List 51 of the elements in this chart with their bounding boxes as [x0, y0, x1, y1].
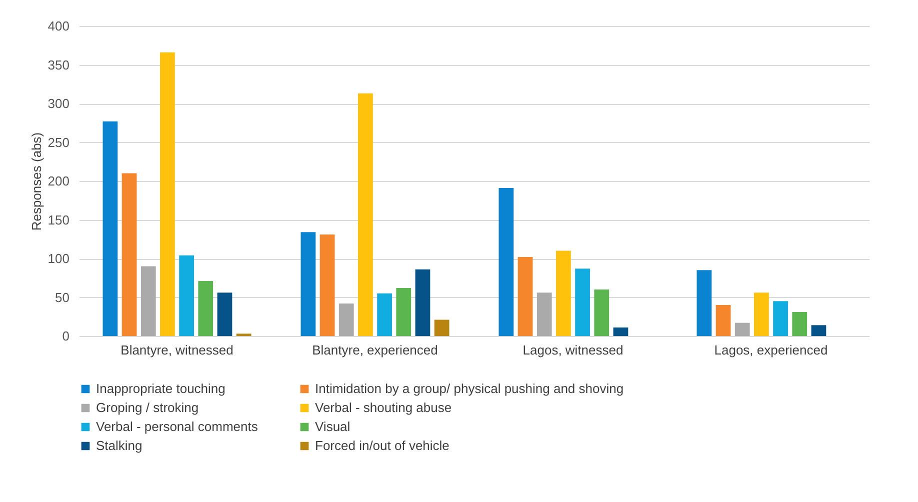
bar [102, 121, 118, 336]
bar [122, 173, 137, 336]
y-tick-label: 0 [62, 328, 70, 344]
y-tick-label: 50 [55, 290, 70, 305]
y-axis-title: Responses (abs) [28, 132, 44, 231]
bar [773, 301, 788, 336]
y-tick-label: 100 [48, 251, 70, 266]
bar [320, 234, 335, 336]
x-tick-label: Lagos, witnessed [522, 342, 624, 358]
y-tick-label: 150 [48, 212, 70, 228]
bar [811, 325, 826, 336]
bar [536, 292, 552, 336]
bar [556, 250, 571, 336]
y-tick-label: 250 [48, 134, 70, 150]
y-tick-label: 300 [48, 96, 70, 111]
legend-label: Verbal - personal comments [96, 419, 258, 434]
bar [734, 322, 750, 336]
bar [396, 288, 412, 336]
bar [179, 255, 194, 336]
bar [696, 270, 712, 336]
x-tick-label: Lagos, experienced [714, 342, 828, 358]
bar [377, 293, 392, 336]
bar [140, 266, 156, 336]
legend-label: Intimidation by a group/ physical pushing and shoving [315, 381, 624, 396]
bar [434, 320, 450, 336]
bar [613, 327, 628, 336]
bar [575, 268, 590, 336]
bar [198, 280, 214, 336]
bar [338, 303, 354, 336]
bar [415, 269, 430, 336]
bar [594, 290, 610, 336]
legend-label: Forced in/out of vehicle [315, 438, 450, 453]
bar [792, 312, 808, 336]
x-tick-label: Blantyre, experienced [312, 342, 438, 358]
bar [358, 93, 373, 336]
y-tick-label: 350 [48, 57, 70, 72]
legend-label: Visual [315, 419, 350, 434]
y-tick-label: 400 [48, 18, 70, 34]
y-tick-label: 200 [48, 174, 70, 188]
legend-label: Verbal - shouting abuse [315, 400, 452, 415]
bar [716, 305, 731, 336]
bar [300, 232, 316, 336]
legend-label: Inappropriate touching [96, 381, 226, 396]
x-tick-label: Blantyre, witnessed [120, 342, 234, 358]
bar [518, 256, 533, 336]
legend-label: Stalking [96, 438, 142, 453]
bar [160, 52, 175, 336]
bar [498, 188, 514, 336]
bar [217, 292, 232, 336]
bar [754, 292, 769, 336]
legend-label: Groping / stroking [96, 400, 199, 415]
